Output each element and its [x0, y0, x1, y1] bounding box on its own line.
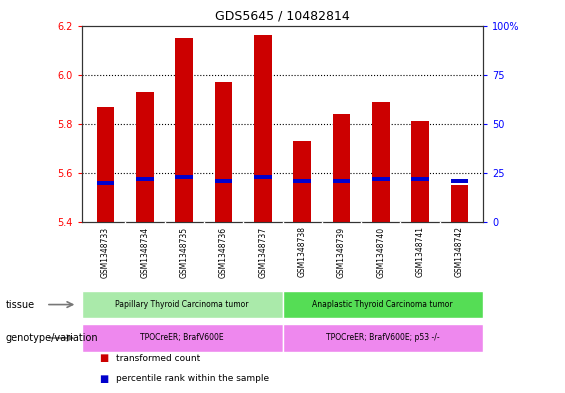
Text: GSM1348735: GSM1348735 — [180, 226, 189, 277]
Text: GSM1348733: GSM1348733 — [101, 226, 110, 277]
Bar — [254, 35, 272, 222]
Bar — [333, 178, 350, 183]
Bar — [97, 107, 114, 222]
Bar — [372, 102, 390, 222]
Text: tissue: tissue — [6, 299, 35, 310]
Bar — [136, 176, 154, 181]
Bar — [175, 38, 193, 222]
Bar — [97, 180, 114, 185]
Bar — [82, 291, 282, 318]
Bar — [254, 174, 272, 179]
Bar — [282, 291, 483, 318]
Text: GSM1348738: GSM1348738 — [298, 226, 307, 277]
Text: GSM1348740: GSM1348740 — [376, 226, 385, 277]
Text: ■: ■ — [99, 353, 108, 364]
Text: transformed count: transformed count — [116, 354, 200, 363]
Bar — [293, 141, 311, 222]
Bar — [333, 114, 350, 222]
Bar — [136, 92, 154, 222]
Text: GSM1348737: GSM1348737 — [258, 226, 267, 277]
Text: Papillary Thyroid Carcinoma tumor: Papillary Thyroid Carcinoma tumor — [115, 300, 249, 309]
Bar — [215, 178, 232, 183]
Bar — [411, 121, 429, 222]
Text: GSM1348736: GSM1348736 — [219, 226, 228, 277]
Text: GSM1348742: GSM1348742 — [455, 226, 464, 277]
Bar — [451, 178, 468, 183]
Text: Anaplastic Thyroid Carcinoma tumor: Anaplastic Thyroid Carcinoma tumor — [312, 300, 453, 309]
Text: TPOCreER; BrafV600E; p53 -/-: TPOCreER; BrafV600E; p53 -/- — [326, 334, 440, 342]
Text: GSM1348739: GSM1348739 — [337, 226, 346, 277]
Text: genotype/variation: genotype/variation — [6, 333, 98, 343]
Bar — [82, 324, 282, 352]
Bar — [372, 176, 390, 181]
Text: TPOCreER; BrafV600E: TPOCreER; BrafV600E — [140, 334, 224, 342]
Bar — [451, 185, 468, 222]
Bar — [175, 174, 193, 179]
Bar — [282, 324, 483, 352]
Text: GSM1348741: GSM1348741 — [416, 226, 425, 277]
Text: ■: ■ — [99, 374, 108, 384]
Text: percentile rank within the sample: percentile rank within the sample — [116, 375, 269, 383]
Title: GDS5645 / 10482814: GDS5645 / 10482814 — [215, 10, 350, 23]
Bar — [411, 176, 429, 181]
Bar — [293, 178, 311, 183]
Bar — [215, 82, 232, 222]
Text: GSM1348734: GSM1348734 — [140, 226, 149, 277]
